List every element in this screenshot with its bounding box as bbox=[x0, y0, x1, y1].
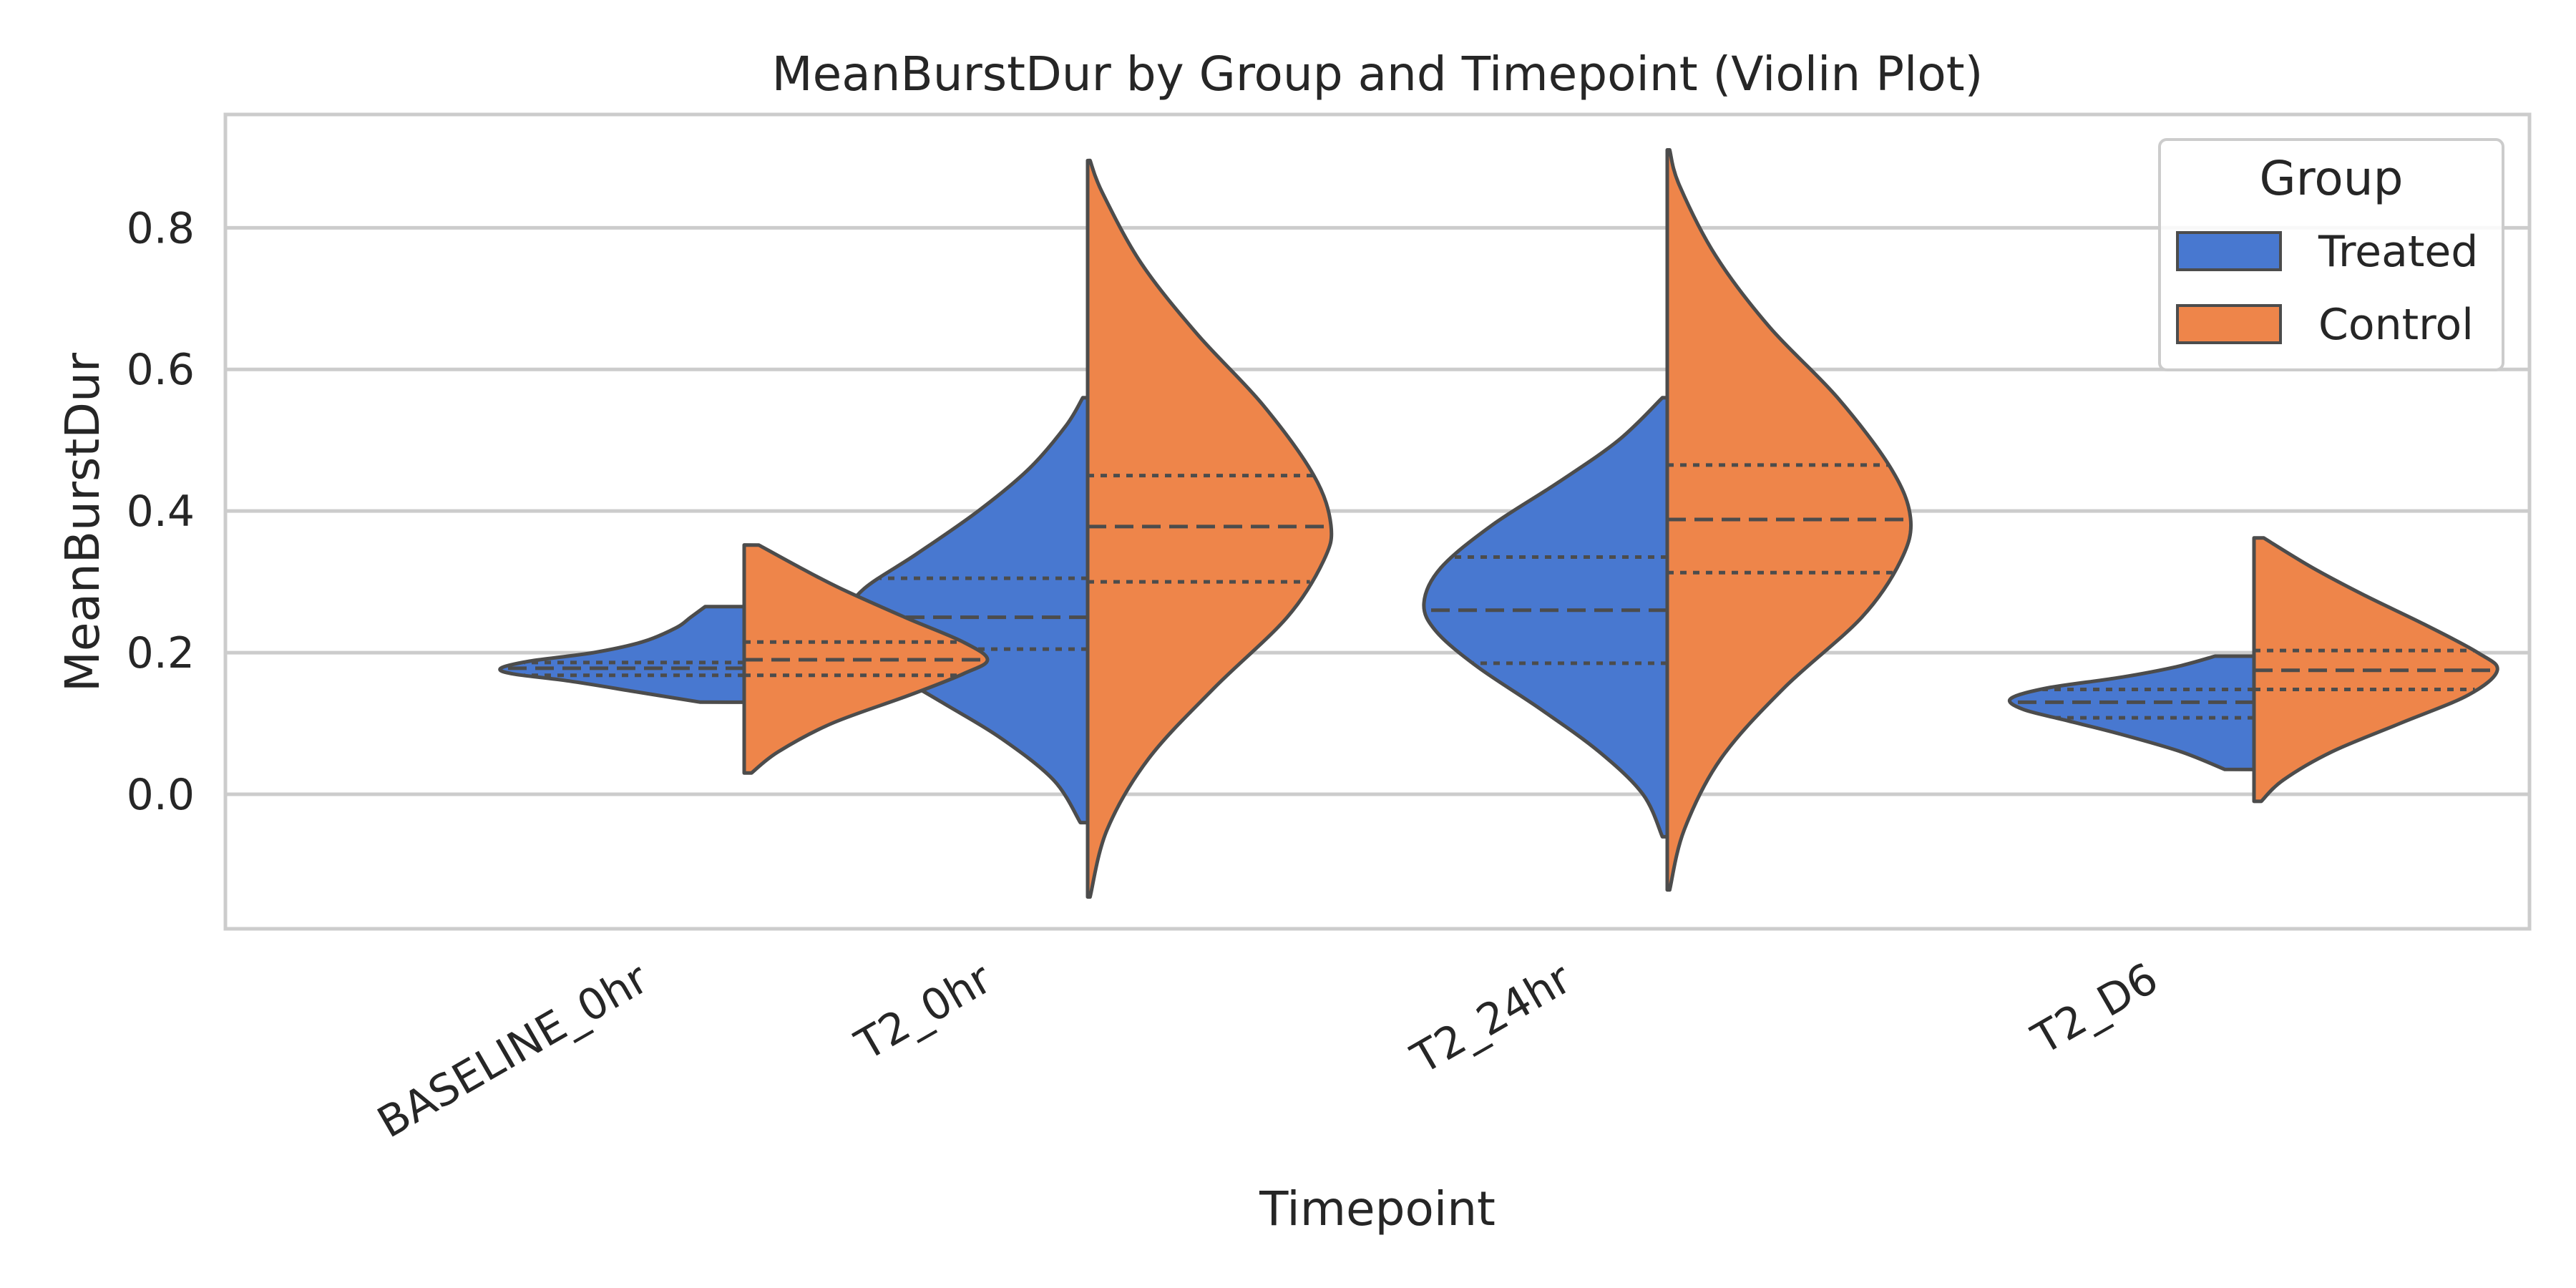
y-axis-label: MeanBurstDur bbox=[55, 352, 110, 692]
violin-treated bbox=[1422, 396, 1669, 839]
violin-treated bbox=[498, 605, 746, 704]
chart-title: MeanBurstDur by Group and Timepoint (Vio… bbox=[772, 47, 1984, 102]
y-tick-label: 0.6 bbox=[127, 345, 195, 395]
x-tick-label: T2_D6 bbox=[2024, 953, 2167, 1065]
plot-area-frame bbox=[223, 112, 2532, 931]
legend-label-treated: Treated bbox=[2318, 227, 2478, 277]
violin-treated bbox=[2007, 654, 2256, 771]
x-tick-label: T2_24hr bbox=[1402, 953, 1579, 1084]
y-tick-label: 0.0 bbox=[127, 770, 195, 820]
legend: Group Treated Control bbox=[2158, 138, 2504, 371]
x-tick-label: T2_0hr bbox=[847, 953, 1000, 1070]
x-tick-labels: BASELINE_0hr T2_0hr T2_24hr T2_D6 bbox=[369, 953, 2166, 1148]
legend-swatch-control bbox=[2176, 304, 2282, 344]
x-axis-label: Timepoint bbox=[1259, 1181, 1496, 1236]
x-tick-label: BASELINE_0hr bbox=[369, 953, 657, 1148]
y-tick-labels: 0.0 0.2 0.4 0.6 0.8 bbox=[127, 203, 195, 820]
legend-swatch-treated bbox=[2176, 231, 2282, 271]
violin-control bbox=[1085, 158, 1334, 899]
y-tick-label: 0.4 bbox=[127, 487, 195, 537]
legend-label-control: Control bbox=[2318, 300, 2474, 350]
violins bbox=[498, 147, 2499, 899]
y-tick-label: 0.2 bbox=[127, 628, 195, 678]
legend-title: Group bbox=[2260, 151, 2404, 206]
y-tick-label: 0.8 bbox=[127, 203, 195, 253]
